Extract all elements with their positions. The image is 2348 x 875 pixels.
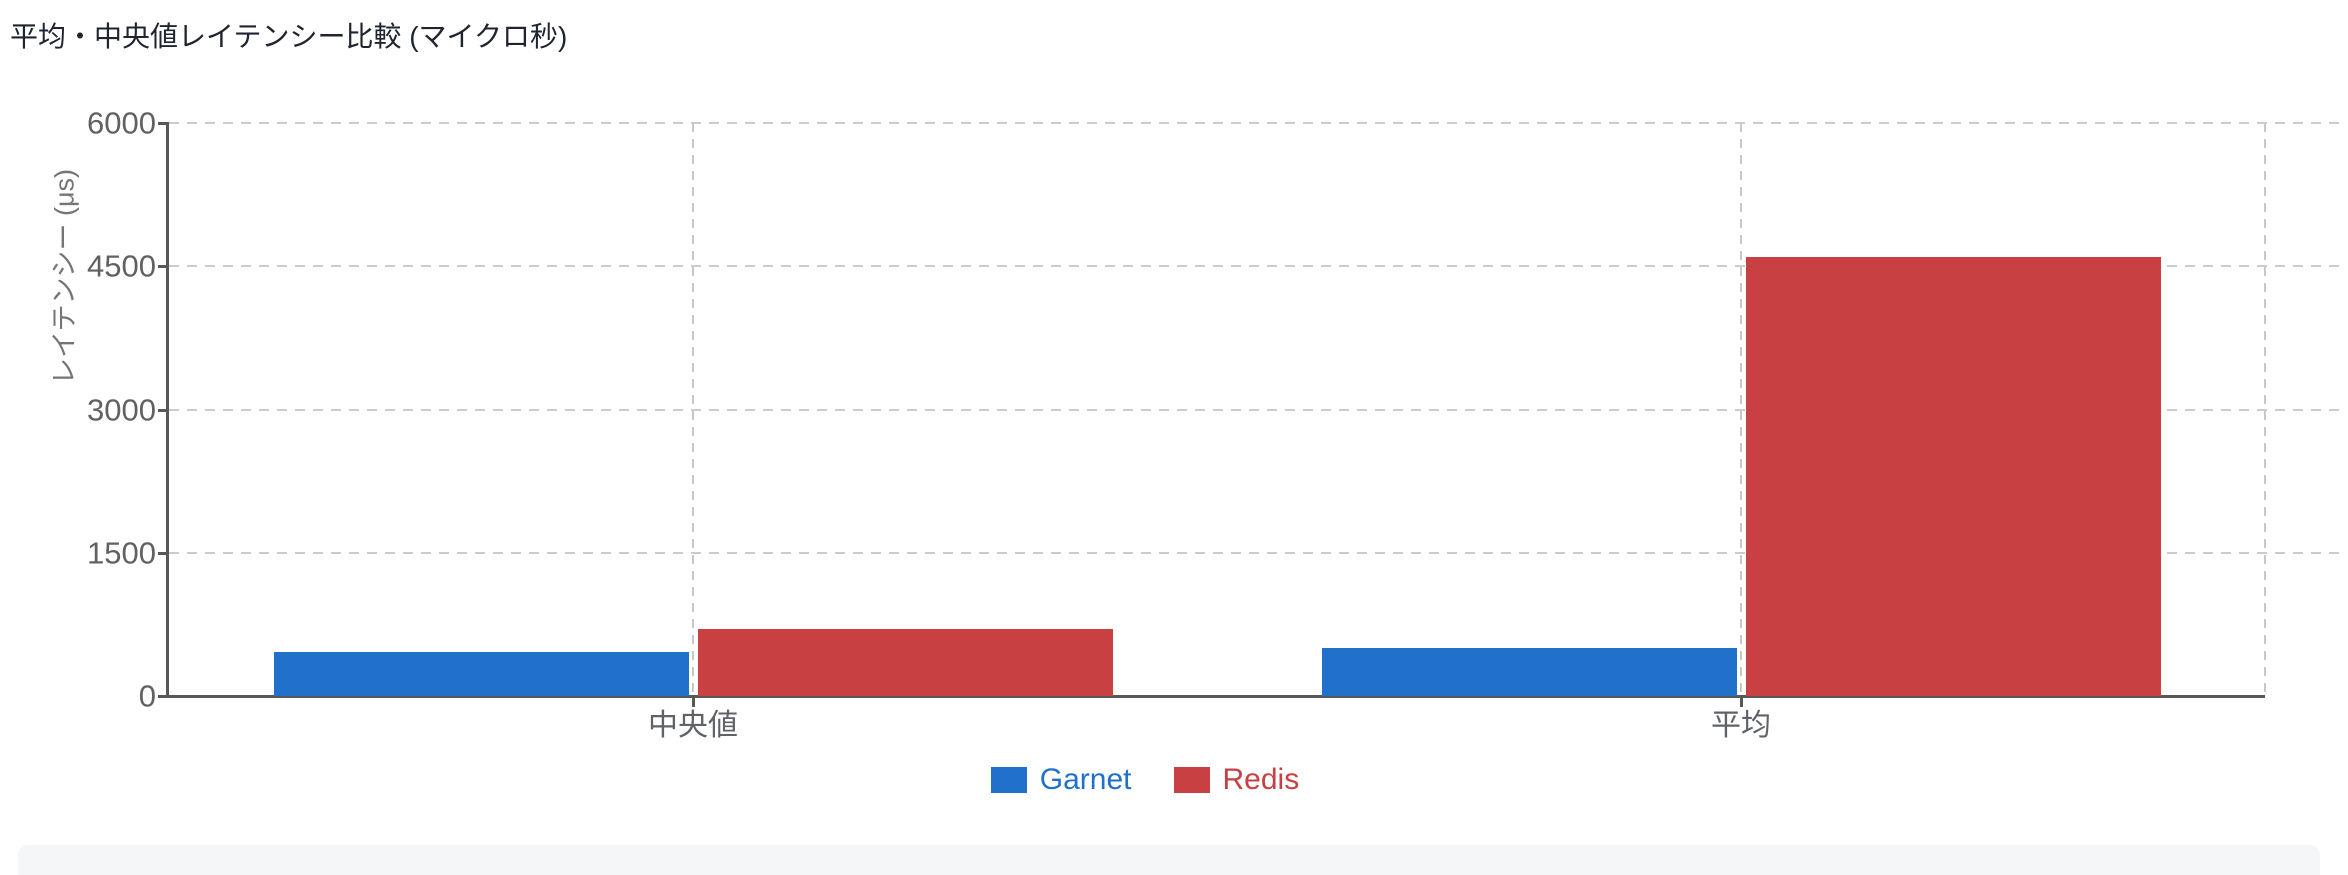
y-tick-label-3000: 3000 [87, 392, 156, 427]
y-tick-mark-4500 [158, 265, 169, 269]
chart-legend: Garnet Redis [0, 762, 2348, 798]
x-category-label-0: 中央値 [648, 709, 738, 742]
latency-bar-chart: 平均・中央値レイテンシー比較 (マイクロ秒) レイテンシー (μs) 0 1500… [0, 21, 2348, 798]
legend-color-swatch-garnet [990, 767, 1027, 793]
legend-label-redis: Redis [1222, 763, 1300, 796]
next-section-top-edge [18, 845, 2320, 875]
y-tick-label-6000: 6000 [87, 105, 156, 141]
gridline-h-3000 [169, 408, 2340, 411]
bar-redis-1 [1745, 256, 2161, 696]
bar-redis-0 [697, 629, 1113, 696]
bar-garnet-1 [1321, 648, 1737, 696]
x-tick-mark-1 [1739, 696, 1743, 707]
legend-color-swatch-redis [1173, 767, 1210, 793]
chart-title: 平均・中央値レイテンシー比較 (マイクロ秒) [10, 21, 568, 52]
gridline-h-6000 [169, 122, 2340, 124]
x-axis-line [158, 695, 2265, 698]
y-tick-mark-6000 [158, 122, 169, 125]
x-category-label-1: 平均 [1711, 709, 1771, 742]
y-tick-label-0: 0 [138, 678, 156, 714]
gridline-v-2 [2264, 123, 2266, 696]
legend-item-redis[interactable]: Redis [1173, 762, 1300, 798]
bar-garnet-0 [273, 652, 689, 696]
x-tick-mark-0 [691, 696, 695, 707]
gridline-v-0 [692, 123, 694, 696]
y-tick-label-1500: 1500 [87, 535, 156, 571]
gridline-v-1 [1740, 123, 1742, 696]
y-tick-label-4500: 4500 [87, 248, 156, 284]
y-tick-mark-1500 [158, 551, 169, 555]
legend-label-garnet: Garnet [1039, 763, 1132, 796]
gridline-h-4500 [169, 265, 2340, 268]
y-tick-mark-3000 [158, 408, 169, 412]
y-axis-line [166, 123, 169, 696]
legend-item-garnet[interactable]: Garnet [990, 762, 1132, 798]
gridline-h-1500 [169, 551, 2340, 554]
